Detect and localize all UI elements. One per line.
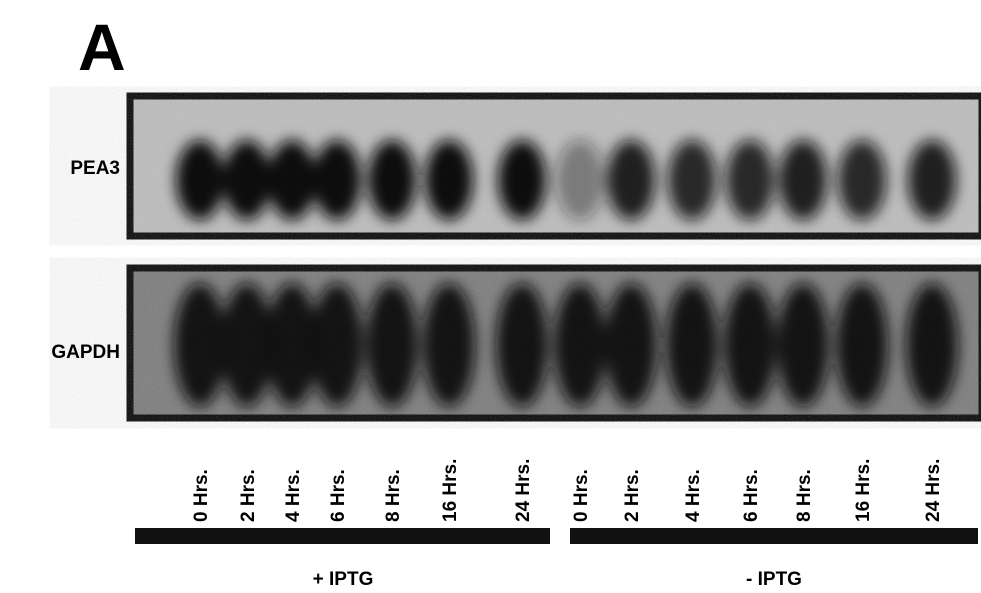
band: [366, 283, 418, 407]
band: [726, 140, 774, 220]
band: [666, 283, 718, 407]
band: [777, 283, 829, 407]
figure: A PEA3 GAPDH 0 Hrs. 2 Hrs. 4 Hrs. 6 Hrs. 8 H…: [0, 0, 981, 593]
band: [223, 140, 271, 220]
panel-label: A: [78, 10, 126, 84]
band: [174, 283, 226, 407]
band: [423, 283, 475, 407]
blot-label: GAPDH: [51, 342, 120, 363]
lane-label: 0 Hrs.: [191, 469, 212, 522]
band: [425, 140, 473, 220]
band: [268, 140, 316, 220]
group-bar: [570, 528, 978, 544]
blot-pea3: [130, 96, 981, 236]
lane-label: 24 Hrs.: [923, 459, 944, 522]
lane-label: 6 Hrs.: [741, 469, 762, 522]
band: [221, 283, 273, 407]
band: [779, 140, 827, 220]
band: [498, 140, 546, 220]
group-label: + IPTG: [313, 569, 374, 590]
lane-label: 2 Hrs.: [622, 469, 643, 522]
lane-label: 16 Hrs.: [853, 459, 874, 522]
band: [311, 283, 363, 407]
band: [906, 283, 958, 407]
lane-label: 8 Hrs.: [794, 469, 815, 522]
band: [176, 140, 224, 220]
band: [605, 283, 657, 407]
band: [908, 140, 956, 220]
band: [556, 140, 604, 220]
band: [496, 283, 548, 407]
band: [838, 140, 886, 220]
lane-label: 24 Hrs.: [513, 459, 534, 522]
lane-label: 2 Hrs.: [238, 469, 259, 522]
band: [266, 283, 318, 407]
blot-label: PEA3: [70, 158, 120, 179]
group-bar: [135, 528, 550, 544]
lane-label: 8 Hrs.: [383, 469, 404, 522]
band: [724, 283, 776, 407]
band: [368, 140, 416, 220]
lane-label: 16 Hrs.: [440, 459, 461, 522]
band: [836, 283, 888, 407]
band: [313, 140, 361, 220]
lane-label: 4 Hrs.: [283, 469, 304, 522]
lane-label: 6 Hrs.: [328, 469, 349, 522]
lane-label: 0 Hrs.: [571, 469, 592, 522]
band: [668, 140, 716, 220]
band: [607, 140, 655, 220]
band: [554, 283, 606, 407]
blot-gapdh: [130, 268, 981, 418]
group-label: - IPTG: [746, 569, 802, 590]
lane-label: 4 Hrs.: [683, 469, 704, 522]
